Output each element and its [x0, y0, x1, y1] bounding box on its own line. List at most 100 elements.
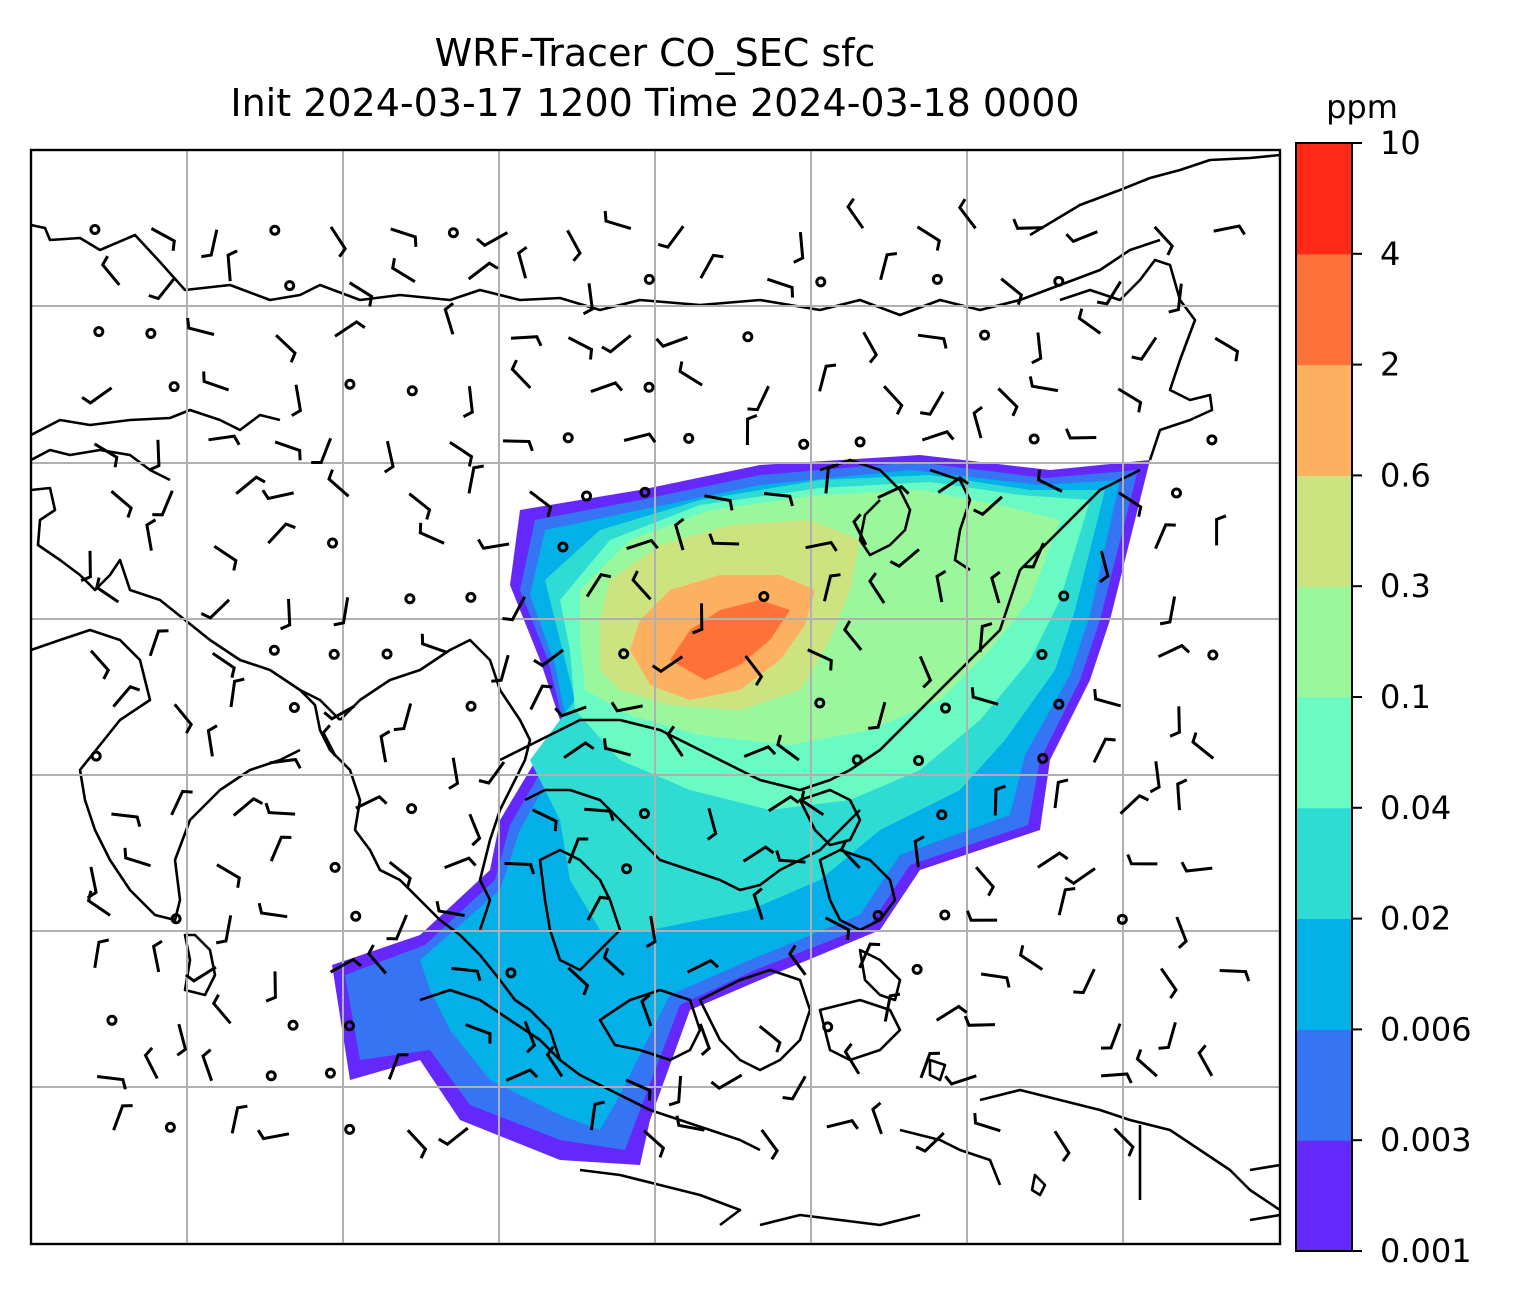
calm-wind-circle — [814, 697, 826, 709]
wind-barb — [704, 494, 734, 511]
calm-wind-circle — [327, 537, 339, 549]
wind-barb — [201, 1048, 214, 1082]
calm-wind-circle — [1053, 698, 1065, 710]
wind-barb — [651, 655, 684, 674]
calm-wind-circle — [643, 381, 655, 393]
colorbar-band — [1296, 1140, 1352, 1252]
wind-barb — [274, 440, 302, 461]
wind-barb — [843, 1042, 861, 1075]
wind-barb — [333, 596, 350, 627]
wind-barb — [1213, 224, 1246, 236]
wind-barb — [1065, 428, 1097, 440]
calm-wind-circle — [854, 436, 866, 448]
calm-wind-circle — [562, 432, 574, 444]
wind-barb — [673, 517, 685, 551]
wind-barb — [1073, 968, 1096, 995]
wind-barb — [776, 734, 800, 762]
calm-wind-circle — [557, 541, 569, 553]
wind-barb — [957, 198, 977, 230]
wind-barb — [1159, 967, 1178, 1000]
wind-barb — [760, 1129, 779, 1161]
wind-barb — [444, 856, 477, 869]
wind-barb — [980, 972, 1011, 988]
colorbar-tick-label: 10 — [1380, 124, 1421, 162]
calm-wind-circle — [939, 909, 951, 921]
wind-barb — [793, 231, 805, 264]
wind-barb — [775, 850, 806, 864]
wind-barb — [706, 808, 718, 841]
wind-barb — [355, 795, 388, 810]
wind-barb — [1057, 887, 1076, 916]
wind-barb — [590, 381, 624, 394]
wind-barb — [1191, 732, 1215, 760]
wind-barb — [852, 513, 868, 546]
wind-barb — [666, 725, 684, 758]
calm-wind-circle — [343, 1020, 355, 1032]
wind-barb — [216, 863, 241, 889]
wind-barb — [145, 518, 157, 551]
wind-barb — [523, 1020, 537, 1054]
wind-barb — [805, 540, 838, 552]
wind-barb — [1036, 851, 1069, 869]
calm-wind-circle — [1053, 275, 1065, 287]
calm-wind-circle — [1170, 487, 1182, 499]
wind-barb — [567, 837, 589, 864]
wind-barb — [100, 255, 121, 286]
wind-barb — [589, 1100, 605, 1131]
calm-wind-circle — [145, 327, 157, 339]
wind-barb — [148, 629, 169, 657]
calm-wind-circle — [913, 755, 925, 767]
wind-barb — [152, 490, 174, 517]
wind-barb — [86, 890, 111, 917]
wind-barb — [366, 944, 387, 975]
colorbar-tick-label: 0.1 — [1380, 678, 1431, 716]
wind-barb — [1028, 376, 1059, 393]
map-frame — [29, 148, 1282, 1246]
wind-barb — [1031, 332, 1043, 365]
wind-barb — [1077, 308, 1102, 335]
calm-wind-circle — [505, 967, 517, 979]
calm-wind-circle — [106, 1014, 118, 1026]
wind-barb — [1197, 1044, 1214, 1077]
wind-barb — [390, 227, 418, 247]
calm-wind-circle — [406, 385, 418, 397]
colorbar-tick-label: 0.6 — [1380, 456, 1431, 494]
colorbar-tick-label: 0.003 — [1380, 1121, 1472, 1159]
wind-barb — [477, 538, 510, 550]
wind-barb — [96, 1075, 127, 1090]
wind-barb — [186, 317, 215, 336]
wind-barb — [990, 570, 1001, 604]
wind-barb — [257, 902, 288, 919]
wind-barb — [327, 469, 350, 498]
wind-barb — [567, 966, 590, 996]
wind-barb — [582, 283, 594, 316]
wind-barb — [420, 633, 448, 654]
wind-barb — [766, 277, 794, 298]
wind-barb — [678, 361, 703, 387]
calm-wind-circle — [265, 1070, 277, 1082]
wind-barb — [623, 432, 657, 444]
wind-barb — [584, 807, 615, 822]
colorbar-band — [1296, 1029, 1352, 1141]
colorbar-tick-label: 2 — [1380, 346, 1400, 384]
colorbar: 0.001 0.003 0.006 0.02 0.04 0.1 0.3 0.6 2 4 10 ppm — [1295, 88, 1472, 1270]
wind-barb — [993, 784, 1007, 816]
wind-barb — [476, 231, 509, 248]
wind-barb — [232, 796, 264, 817]
wind-barb — [1000, 277, 1024, 306]
wind-barb — [645, 915, 657, 949]
calm-wind-circle — [328, 648, 340, 660]
wind-barb — [858, 942, 881, 969]
wind-barb — [691, 603, 704, 635]
wind-barb — [889, 548, 920, 569]
wind-barb — [883, 992, 901, 1022]
wind-barb — [1119, 794, 1150, 815]
wind-barb — [1157, 643, 1191, 659]
wind-barb — [602, 947, 625, 977]
wind-barb — [744, 655, 764, 686]
wind-barb — [93, 938, 110, 969]
wind-barb — [935, 569, 947, 603]
wind-barb — [1012, 218, 1044, 230]
wind-barb — [95, 577, 120, 604]
wind-barb — [391, 257, 416, 283]
